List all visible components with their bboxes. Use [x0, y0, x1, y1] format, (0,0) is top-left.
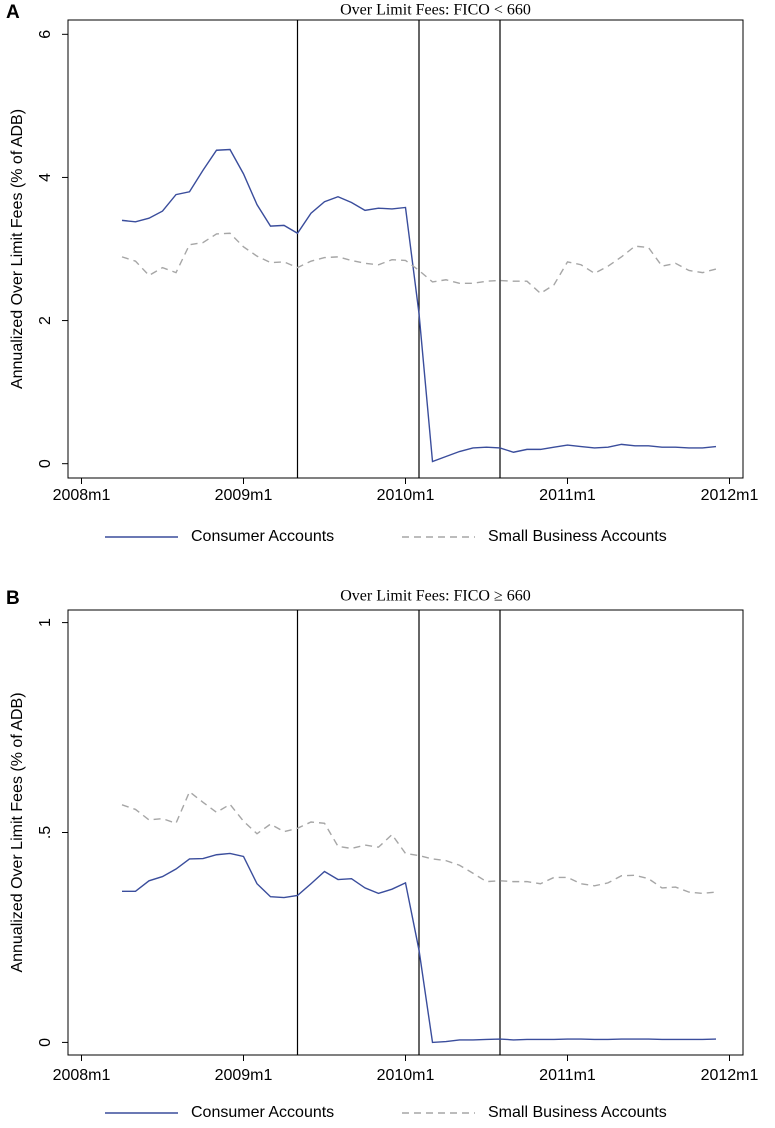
y-tick-label: .5	[37, 826, 54, 839]
chart-title: Over Limit Fees: FICO ≥ 660	[340, 588, 531, 605]
x-tick-label: 2011m1	[539, 487, 596, 504]
chart-title: Over Limit Fees: FICO < 660	[340, 2, 531, 19]
legend-label: Small Business Accounts	[488, 1104, 667, 1121]
legend-label: Small Business Accounts	[488, 528, 667, 545]
plot-frame	[67, 609, 744, 1056]
x-tick-label: 2012m1	[701, 1067, 759, 1084]
x-tick-label: 2008m1	[53, 1067, 111, 1084]
y-tick-label: 0	[37, 459, 54, 468]
x-tick-label: 2009m1	[215, 1067, 273, 1084]
y-tick-label: 1	[37, 618, 54, 627]
series-line	[121, 790, 717, 895]
panel-label: B	[6, 588, 20, 609]
y-tick-label: 0	[37, 1038, 54, 1047]
legend-label: Consumer Accounts	[191, 1104, 334, 1121]
y-tick-label: 4	[37, 173, 54, 182]
y-axis-label: Annualized Over Limit Fees (% of ADB)	[9, 692, 26, 972]
x-tick-label: 2010m1	[377, 487, 435, 504]
y-tick-label: 6	[37, 30, 54, 39]
x-tick-label: 2010m1	[377, 1067, 435, 1084]
legend-label: Consumer Accounts	[191, 528, 334, 545]
x-tick-label: 2012m1	[701, 487, 759, 504]
chart-panel: A Over Limit Fees: FICO < 660 Annualized O…	[6, 2, 759, 546]
plot-frame	[67, 19, 744, 479]
y-axis-label: Annualized Over Limit Fees (% of ADB)	[9, 109, 26, 389]
series-line	[121, 148, 717, 463]
chart-panel: B Over Limit Fees: FICO ≥ 660 Annualized O…	[6, 588, 759, 1122]
x-tick-label: 2008m1	[53, 487, 111, 504]
panel-label: A	[6, 2, 20, 23]
series-line	[122, 852, 717, 1044]
x-tick-label: 2011m1	[539, 1067, 596, 1084]
x-tick-label: 2009m1	[215, 487, 273, 504]
y-tick-label: 2	[37, 316, 54, 325]
